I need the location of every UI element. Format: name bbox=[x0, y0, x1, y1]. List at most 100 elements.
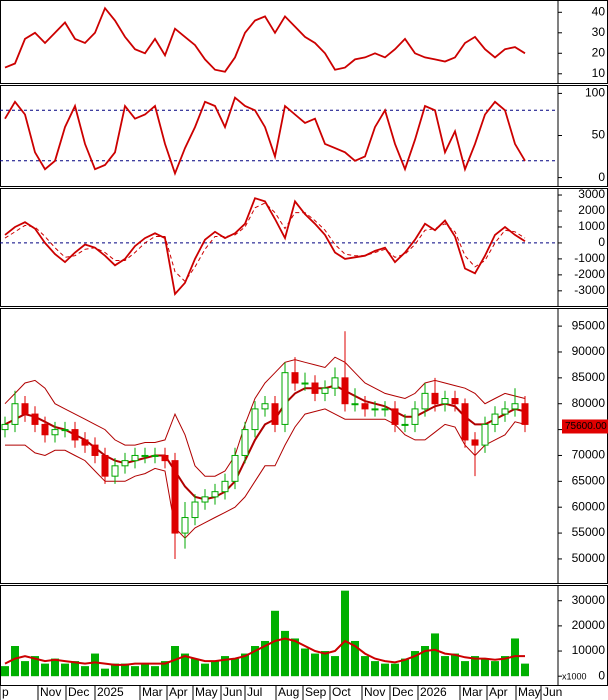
candle-body bbox=[51, 429, 59, 436]
x-tick-label: Nov bbox=[364, 685, 385, 699]
volume-bar bbox=[481, 658, 489, 677]
x-tick-label: Aug bbox=[278, 685, 299, 699]
volume-bar bbox=[91, 653, 99, 677]
candle-body bbox=[11, 403, 19, 425]
volume-bar bbox=[161, 661, 169, 677]
x-tick-label: Nov bbox=[40, 685, 61, 699]
volume-bar bbox=[441, 656, 449, 677]
volume-bar bbox=[491, 661, 499, 677]
y-tick-label: 30000 bbox=[572, 593, 606, 607]
series-line bbox=[4, 356, 526, 477]
y-tick-label: 20 bbox=[592, 45, 606, 59]
candle-body bbox=[241, 429, 249, 456]
candle-body bbox=[291, 372, 299, 384]
y-tick-label: 40 bbox=[592, 4, 606, 18]
volume-bar bbox=[231, 658, 239, 677]
volume-bar bbox=[301, 648, 309, 677]
candle-body bbox=[171, 460, 179, 534]
volume-bar bbox=[391, 663, 399, 677]
volume-bar bbox=[271, 610, 279, 677]
series-line bbox=[5, 408, 526, 539]
y-tick-label: 55000 bbox=[572, 525, 606, 539]
volume-bar bbox=[221, 656, 229, 677]
volume-bar bbox=[211, 661, 219, 677]
y-tick-label: 10000 bbox=[572, 643, 606, 657]
x-tick-label: May bbox=[195, 685, 218, 699]
candle-body bbox=[421, 392, 429, 410]
candle-body bbox=[481, 423, 489, 446]
last-price-box bbox=[562, 419, 608, 434]
volume-bar bbox=[141, 663, 149, 677]
volume-bar bbox=[81, 666, 89, 677]
candle-body bbox=[181, 517, 189, 534]
candle-body bbox=[91, 444, 99, 456]
x-tick-label: 2025 bbox=[97, 685, 124, 699]
y-tick-label: 0 bbox=[598, 235, 605, 249]
volume-bar bbox=[1, 666, 9, 677]
y-tick-label: 0 bbox=[598, 170, 605, 184]
candle-body bbox=[341, 377, 349, 405]
candle-body bbox=[211, 491, 219, 498]
volume-bar bbox=[151, 666, 159, 677]
y-tick-label: 10 bbox=[592, 66, 606, 80]
candle-body bbox=[331, 377, 339, 389]
volume-bar bbox=[331, 656, 339, 677]
y-tick-label: 95000 bbox=[572, 318, 606, 332]
y-tick-label: 2000 bbox=[578, 203, 605, 217]
candle-body bbox=[131, 454, 139, 462]
volume-bar bbox=[291, 638, 299, 677]
volume-bar bbox=[361, 656, 369, 677]
candle-body bbox=[111, 465, 119, 477]
candle-body bbox=[491, 413, 499, 425]
candle-body bbox=[461, 403, 469, 441]
x-tick-label: Mar bbox=[142, 685, 163, 699]
candle-body bbox=[521, 403, 529, 425]
volume-bar bbox=[431, 633, 439, 677]
x-tick-label: Dec bbox=[68, 685, 89, 699]
volume-bar bbox=[371, 661, 379, 677]
candle-body bbox=[381, 408, 389, 411]
x-tick-label: Mar bbox=[462, 685, 483, 699]
series-line bbox=[4, 202, 526, 283]
y-tick-label: 85000 bbox=[572, 370, 606, 384]
x-tick-label: Jun bbox=[543, 685, 562, 699]
volume-bar bbox=[61, 663, 69, 677]
candle-body bbox=[141, 454, 149, 457]
volume-bar bbox=[111, 663, 119, 677]
candle-body bbox=[371, 408, 379, 411]
x-tick-label: Dec bbox=[392, 685, 413, 699]
volume-bar bbox=[381, 663, 389, 677]
y-tick-label: 90000 bbox=[572, 344, 606, 358]
candle-body bbox=[441, 398, 449, 405]
last-price-label: 75600.00 bbox=[565, 421, 607, 432]
candle-body bbox=[221, 480, 229, 493]
candle-body bbox=[151, 454, 159, 457]
volume-bar bbox=[461, 661, 469, 677]
candle-body bbox=[191, 501, 199, 519]
x-tick-label: Jun bbox=[223, 685, 242, 699]
candle-body bbox=[41, 423, 49, 436]
candle-body bbox=[391, 408, 399, 425]
volume-bar bbox=[471, 656, 479, 677]
candle-body bbox=[511, 403, 519, 410]
volume-bar bbox=[311, 653, 319, 677]
candle-body bbox=[251, 408, 259, 431]
volume-bar bbox=[181, 653, 189, 677]
series-line bbox=[4, 6, 526, 73]
candle-body bbox=[311, 382, 319, 394]
candle-body bbox=[161, 454, 169, 462]
volume-bar bbox=[201, 663, 209, 677]
candle-body bbox=[451, 398, 459, 405]
volume-bar bbox=[421, 646, 429, 677]
series-line bbox=[4, 637, 525, 666]
candle-body bbox=[31, 413, 39, 425]
volume-bar bbox=[281, 630, 289, 677]
x-tick-label: 2026 bbox=[420, 685, 447, 699]
unit-label: x1000 bbox=[562, 671, 587, 681]
x-tick-label: Apr bbox=[489, 685, 508, 699]
candle-body bbox=[1, 423, 9, 431]
candle-body bbox=[271, 403, 279, 425]
x-tick-label: Apr bbox=[169, 685, 188, 699]
